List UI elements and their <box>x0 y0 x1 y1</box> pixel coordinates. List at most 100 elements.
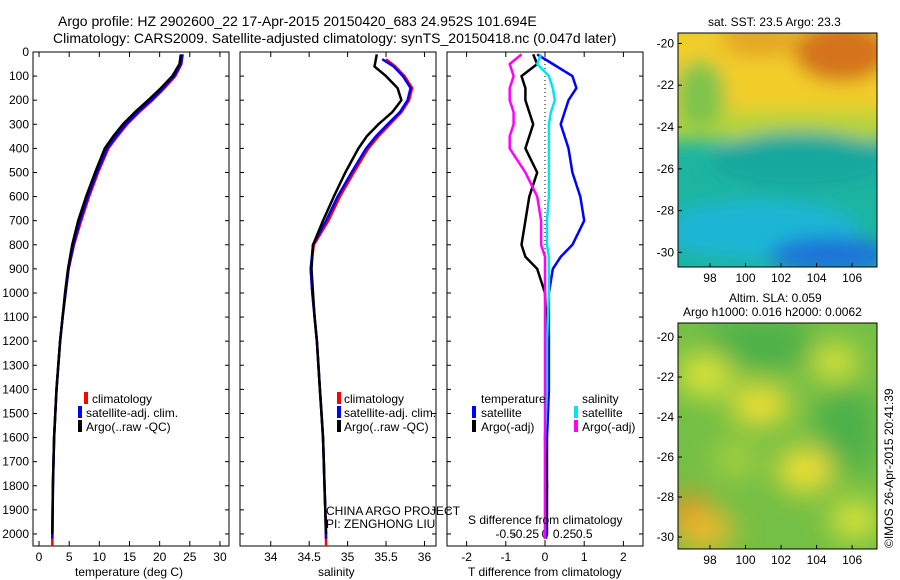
x-tick-label: 35.5 <box>374 550 398 564</box>
map-y-tick-label: -30 <box>657 530 675 544</box>
legend-title-salinity: salinity <box>582 392 619 406</box>
legend-label-satellite-temp: satellite <box>481 406 522 420</box>
depth-tick-label: 1500 <box>2 406 29 420</box>
map-y-tick-label: -28 <box>657 204 675 218</box>
depth-tick-label: 800 <box>9 238 29 252</box>
x-tick-label: 0 <box>36 550 43 564</box>
depth-tick-label: 1300 <box>2 358 29 372</box>
depth-tick-label: 900 <box>9 262 29 276</box>
x-tick-label: 5 <box>66 550 73 564</box>
depth-tick-label: 1700 <box>2 455 29 469</box>
difference-legend: temperature salinity satellite Argo(-adj… <box>472 392 635 434</box>
sla-yellow-1 <box>678 353 733 397</box>
depth-tick-label: 100 <box>9 69 29 83</box>
temperature-legend: climatology satellite-adj. clim. Argo(..… <box>78 392 178 434</box>
top-x-tick-label: 0.25 <box>553 527 577 541</box>
project-pi: PI: ZENGHONG LIU <box>326 517 435 531</box>
difference-top-xlabel: S difference from climatology <box>468 513 623 527</box>
legend-swatch-satellite-sal <box>574 406 578 418</box>
x-tick-label: 25 <box>183 550 197 564</box>
temperature-plot-frame <box>32 51 230 547</box>
sst-cool-mid <box>710 132 877 188</box>
map-x-tick-label: 100 <box>736 271 756 285</box>
sla-green-north <box>700 323 820 370</box>
sla-yellow-4 <box>777 448 833 492</box>
salinity-xlabel: salinity <box>318 565 355 579</box>
sla-map-title: Altim. SLA: 0.059 <box>729 291 822 305</box>
legend-swatch-satellite <box>78 406 82 418</box>
x-tick-label: 36 <box>418 550 432 564</box>
depth-tick-label: 700 <box>9 214 29 228</box>
sst-map <box>678 33 877 267</box>
legend-label-argo-sal: Argo(-adj) <box>582 420 635 434</box>
x-tick-label: 2 <box>620 550 627 564</box>
series-line <box>536 53 586 540</box>
sla-map-axes: 98 100 102 104 106 -20 -22 -24 -26 -28 -30 <box>657 330 863 567</box>
project-name: CHINA ARGO PROJECT <box>326 504 461 518</box>
depth-tick-label: 1800 <box>2 479 29 493</box>
sla-map <box>678 323 877 549</box>
map-y-tick-label: -22 <box>657 370 675 384</box>
map-y-tick-label: -22 <box>657 78 675 92</box>
depth-tick-label: 200 <box>9 93 29 107</box>
x-tick-label: 10 <box>93 550 107 564</box>
map-y-tick-label: -20 <box>657 36 675 50</box>
depth-tick-label: 400 <box>9 141 29 155</box>
salinity-legend: climatology satellite-adj. clim. Argo(..… <box>337 392 436 434</box>
x-tick-label: 34.5 <box>297 550 321 564</box>
top-x-tick-label: -0.25 <box>512 527 540 541</box>
legend-label-climatology: climatology <box>92 392 152 406</box>
series-line <box>309 58 414 547</box>
depth-tick-label: 1100 <box>3 310 29 324</box>
legend-swatch-satellite <box>337 406 341 418</box>
map-x-tick-label: 106 <box>842 271 862 285</box>
sst-map-title: sat. SST: 23.5 Argo: 23.3 <box>708 15 841 29</box>
map-y-tick-label: -30 <box>657 245 675 259</box>
sst-map-axes: 98 100 102 104 106 -20 -22 -24 -26 -28 -30 <box>657 36 863 285</box>
map-x-tick-label: 104 <box>807 271 827 285</box>
depth-tick-label: 1200 <box>2 334 29 348</box>
legend-label-argo: Argo(..raw -QC) <box>344 420 429 434</box>
header-subtitle: Climatology: CARS2009. Satellite-adjuste… <box>53 30 616 46</box>
x-tick-label: 20 <box>153 550 167 564</box>
temperature-plot: 0 5 10 15 20 25 30 <box>36 52 227 564</box>
map-y-tick-label: -28 <box>657 490 675 504</box>
legend-label-argo-temp: Argo(-adj) <box>481 420 534 434</box>
header-title: Argo profile: HZ 2902600_22 17-Apr-2015 … <box>58 13 537 29</box>
sst-green-west <box>678 60 725 130</box>
series-line <box>51 54 184 539</box>
sla-map-subtitle: Argo h1000: 0.016 h2000: 0.0062 <box>683 305 862 319</box>
sla-yellow-se <box>830 500 877 540</box>
series-line <box>508 53 547 539</box>
legend-swatch-satellite-temp <box>472 406 476 418</box>
legend-swatch-climatology <box>337 392 341 404</box>
map-y-tick-label: -24 <box>657 410 675 424</box>
legend-label-satellite: satellite-adj. clim. <box>86 406 178 420</box>
map-x-tick-label: 106 <box>842 553 862 567</box>
difference-xlabel: T difference from climatology <box>468 565 622 579</box>
depth-tick-label: 300 <box>9 117 29 131</box>
x-tick-label: -2 <box>461 550 472 564</box>
x-tick-label: 30 <box>213 550 227 564</box>
temperature-xlabel: temperature (deg C) <box>75 565 183 579</box>
map-x-tick-label: 98 <box>703 271 717 285</box>
series-line <box>310 54 403 535</box>
legend-label-climatology: climatology <box>344 392 404 406</box>
sst-hot-north <box>720 33 800 58</box>
legend-title-temperature: temperature <box>481 392 546 406</box>
sla-yellow-5 <box>713 442 757 478</box>
sla-green-east <box>815 385 875 475</box>
legend-label-satellite: satellite-adj. clim. <box>344 406 436 420</box>
map-y-tick-label: -26 <box>657 162 675 176</box>
depth-tick-label: 1400 <box>2 382 29 396</box>
depth-axis: 0 100 200 300 400 500 600 700 800 900 1000 1100 1200… <box>2 45 643 541</box>
depth-tick-label: 2000 <box>2 527 29 541</box>
map-y-tick-label: -24 <box>657 120 675 134</box>
credit: ©IMOS 26-Apr-2015 20:41:39 <box>882 388 896 548</box>
sla-yellow-2 <box>730 385 790 425</box>
legend-swatch-argo <box>337 420 341 432</box>
top-x-tick-label: 0.5 <box>576 527 593 541</box>
legend-label-satellite-sal: satellite <box>582 406 623 420</box>
series-line <box>51 54 184 547</box>
